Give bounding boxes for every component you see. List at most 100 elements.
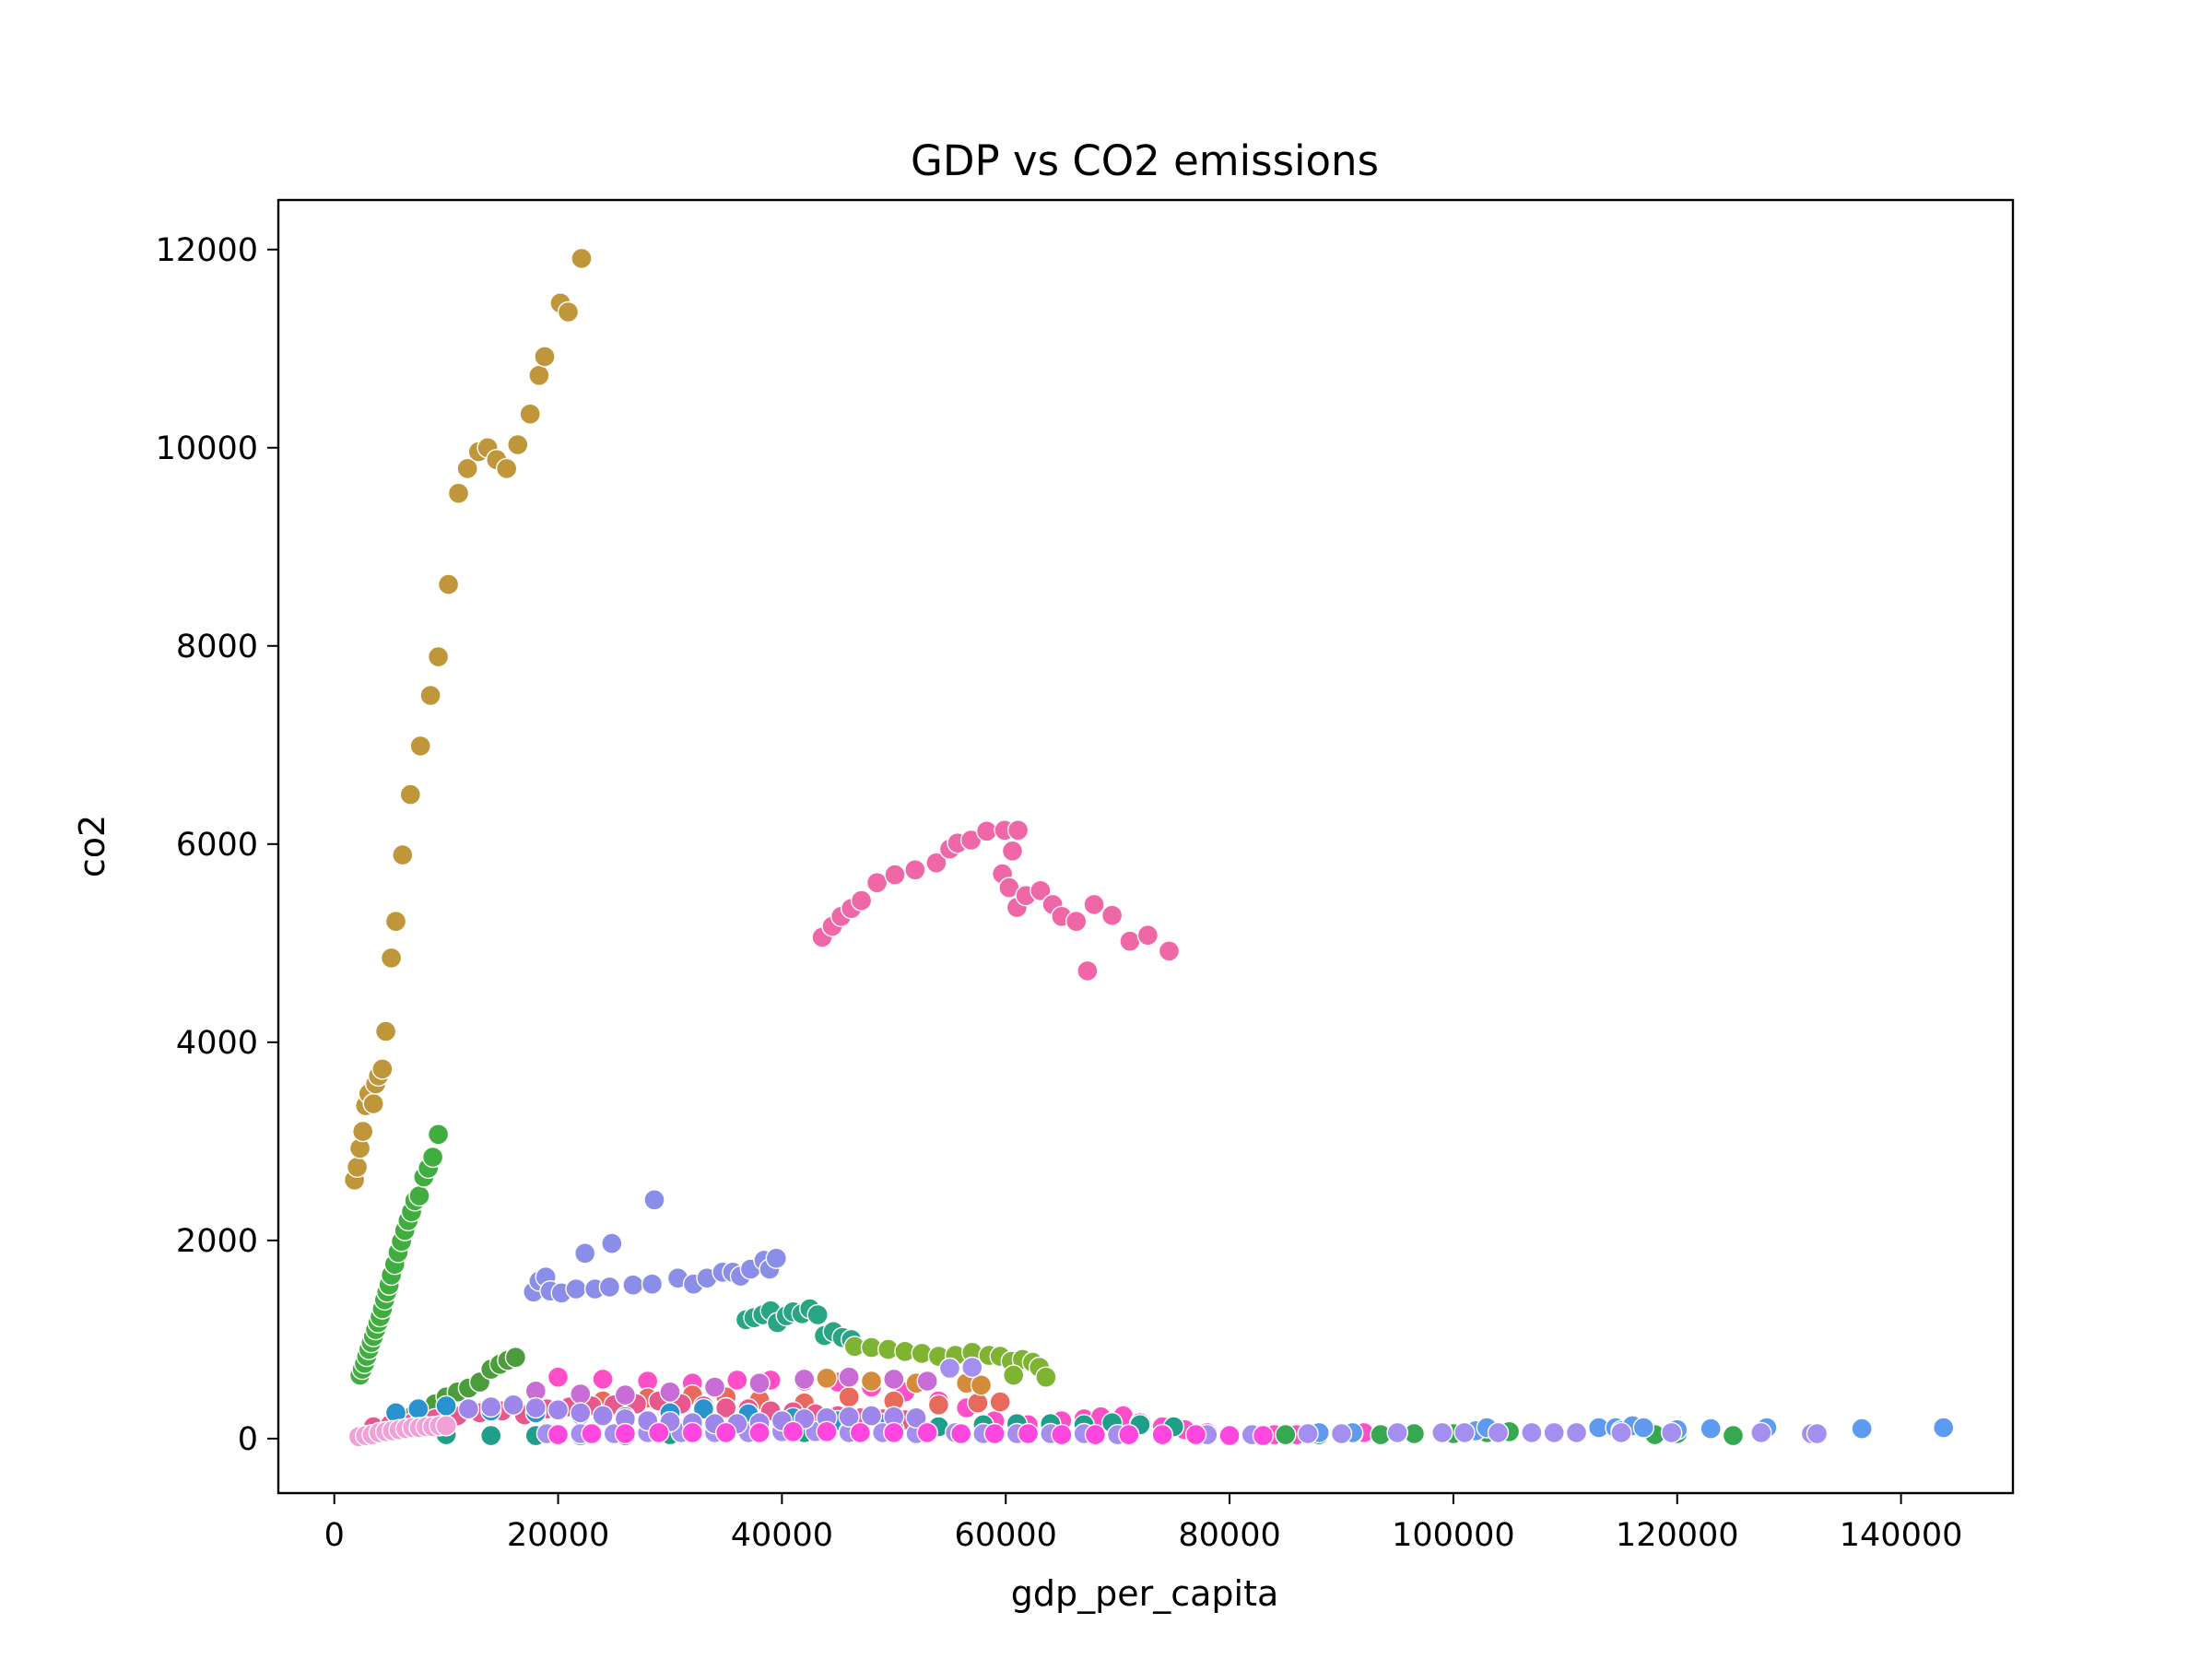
data-point — [1932, 1417, 1955, 1439]
data-point — [496, 457, 518, 480]
x-tick-label: 40000 — [731, 1517, 833, 1554]
x-tick-label: 100000 — [1392, 1517, 1515, 1554]
data-point — [916, 1421, 938, 1444]
series-6 — [811, 819, 1181, 982]
data-point — [816, 1367, 838, 1390]
data-point — [435, 1415, 457, 1437]
data-point — [1297, 1422, 1319, 1445]
data-point — [1610, 1421, 1632, 1444]
data-point — [480, 1395, 502, 1418]
series-11 — [524, 1366, 938, 1406]
data-point — [860, 1405, 883, 1427]
data-point — [860, 1370, 883, 1393]
data-point — [447, 482, 470, 504]
data-point — [570, 1382, 592, 1406]
y-tick-label: 4000 — [176, 1025, 258, 1062]
data-point — [1521, 1421, 1543, 1444]
data-point — [648, 1421, 670, 1444]
data-point — [352, 1120, 374, 1143]
data-point — [1035, 1366, 1057, 1388]
data-point — [374, 1020, 397, 1042]
data-point — [938, 1357, 961, 1380]
data-point — [399, 783, 421, 806]
data-point — [581, 1422, 603, 1445]
data-point — [570, 1402, 592, 1424]
data-point — [371, 1058, 394, 1080]
series-19 — [547, 1420, 1275, 1447]
data-point — [1119, 930, 1141, 952]
chart-title: GDP vs CO2 emissions — [911, 136, 1379, 185]
data-point — [1330, 1422, 1353, 1445]
data-point — [362, 1092, 384, 1115]
data-point — [574, 1242, 596, 1265]
data-point — [1275, 1423, 1297, 1446]
data-point — [592, 1405, 614, 1427]
y-tick-label: 0 — [238, 1421, 258, 1458]
data-point — [905, 1406, 927, 1430]
x-tick-label: 20000 — [507, 1517, 609, 1554]
x-axis-label: gdp_per_capita — [1011, 1573, 1279, 1614]
data-point — [925, 852, 947, 874]
data-point — [1431, 1421, 1453, 1444]
data-point — [457, 1397, 480, 1420]
data-point — [601, 1232, 623, 1254]
data-point — [1158, 940, 1181, 962]
data-point — [883, 1421, 905, 1444]
data-point — [949, 1422, 972, 1445]
data-point — [816, 1420, 838, 1443]
data-point — [1100, 904, 1124, 926]
data-point — [748, 1371, 771, 1394]
x-tick-label: 0 — [324, 1517, 345, 1554]
data-point — [456, 457, 478, 480]
data-point — [883, 1368, 905, 1391]
data-point — [1487, 1421, 1510, 1444]
data-point — [748, 1421, 771, 1444]
data-point — [1030, 879, 1052, 901]
data-point — [726, 1369, 748, 1392]
data-point — [983, 1422, 1006, 1445]
y-axis-label: co2 — [72, 815, 112, 877]
y-tick-label: 12000 — [156, 232, 258, 269]
data-point — [916, 1370, 938, 1393]
data-point — [571, 247, 593, 270]
data-point — [838, 1406, 860, 1428]
data-point — [765, 1247, 787, 1269]
data-point — [681, 1421, 703, 1444]
data-point — [838, 1366, 860, 1388]
data-point — [1700, 1418, 1722, 1440]
data-point — [622, 1274, 644, 1296]
data-point — [1806, 1422, 1829, 1445]
data-point — [1453, 1421, 1476, 1444]
data-point — [1118, 1423, 1140, 1446]
data-point — [849, 1421, 872, 1444]
data-point — [1565, 1421, 1588, 1444]
data-point — [557, 300, 580, 324]
data-point — [961, 1356, 983, 1379]
data-point — [904, 859, 926, 881]
y-tick-label: 6000 — [176, 827, 258, 864]
data-point — [547, 1398, 570, 1421]
data-point — [524, 1396, 547, 1419]
data-point — [643, 1189, 665, 1211]
data-point — [884, 864, 906, 886]
series-3 — [523, 1189, 787, 1304]
x-tick-label: 60000 — [955, 1517, 1057, 1554]
data-point — [1065, 911, 1088, 933]
y-tick-label: 2000 — [176, 1223, 258, 1260]
data-point — [614, 1383, 637, 1406]
data-point — [547, 1423, 570, 1446]
data-point — [614, 1422, 637, 1445]
data-point — [1001, 840, 1024, 862]
data-point — [419, 684, 441, 707]
data-point — [1660, 1421, 1683, 1444]
data-point — [1006, 819, 1030, 841]
data-point — [659, 1381, 681, 1404]
data-point — [989, 1391, 1011, 1413]
data-point — [641, 1273, 664, 1295]
data-point — [782, 1420, 805, 1443]
data-point — [1218, 1424, 1241, 1447]
y-tick-label: 10000 — [156, 430, 258, 467]
data-point — [1136, 924, 1159, 947]
data-point — [565, 1277, 587, 1300]
data-point — [850, 889, 873, 912]
